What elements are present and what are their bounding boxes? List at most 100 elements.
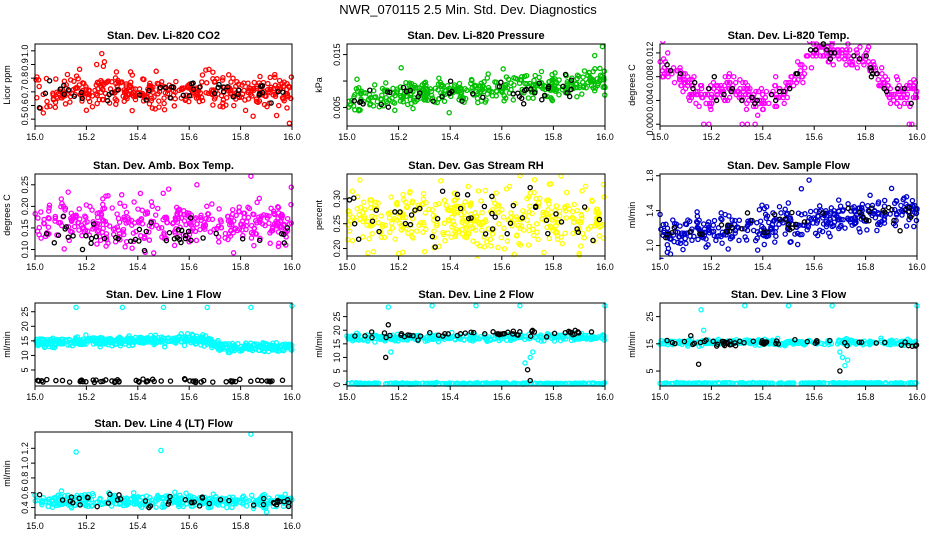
data-point <box>710 85 717 92</box>
data-point <box>265 80 271 87</box>
data-point <box>789 225 796 231</box>
data-point <box>171 339 177 345</box>
data-point <box>373 332 380 339</box>
data-point <box>894 76 901 83</box>
data-point <box>880 79 886 86</box>
data-point <box>582 332 589 339</box>
data-point <box>503 186 510 192</box>
x-tick-label: 15.6 <box>493 262 511 272</box>
data-point <box>759 202 765 208</box>
data-point <box>904 85 911 92</box>
data-point <box>429 95 436 101</box>
data-point <box>564 203 570 209</box>
data-point <box>439 188 446 194</box>
data-point <box>143 335 149 342</box>
data-point <box>718 222 725 228</box>
x-tick-label: 15.4 <box>129 392 147 402</box>
data-point <box>522 360 528 366</box>
data-point <box>121 87 128 93</box>
data-point <box>725 246 731 252</box>
data-point <box>783 211 790 217</box>
data-point <box>773 233 779 239</box>
data-point <box>46 78 53 84</box>
data-point <box>378 234 385 240</box>
data-point <box>709 229 715 235</box>
series-2 <box>351 71 575 110</box>
data-point <box>354 336 361 343</box>
data-point <box>163 84 169 91</box>
data-point <box>772 103 778 110</box>
data-point <box>749 94 755 101</box>
data-point <box>472 227 479 233</box>
data-point <box>454 87 460 93</box>
data-point <box>119 304 126 311</box>
plot-frame <box>659 43 918 127</box>
data-point <box>553 203 560 209</box>
data-point <box>160 501 166 507</box>
data-point <box>511 75 517 81</box>
data-point <box>888 185 895 192</box>
data-point <box>191 378 197 385</box>
data-point <box>488 243 494 249</box>
data-point <box>144 210 151 217</box>
data-point <box>788 380 794 386</box>
data-point <box>715 379 722 386</box>
x-tick-label: 15.0 <box>26 132 44 142</box>
data-point <box>541 338 547 344</box>
data-point <box>49 344 56 350</box>
y-tick-label: 20 <box>332 325 342 335</box>
data-point <box>185 84 192 90</box>
data-point <box>425 380 431 387</box>
data-point <box>510 331 516 337</box>
data-point <box>703 244 709 250</box>
data-point <box>436 200 442 207</box>
data-point <box>158 225 165 231</box>
data-point <box>500 331 506 337</box>
data-point <box>121 98 127 105</box>
data-point <box>410 105 416 112</box>
panel-4: Stan. Dev. Amb. Box Temp.degrees C15.0 15… <box>2 160 301 272</box>
data-point <box>830 62 837 68</box>
data-point <box>844 357 851 363</box>
data-point <box>820 53 827 59</box>
data-point <box>429 233 436 240</box>
data-point <box>791 76 798 83</box>
data-point <box>257 73 263 80</box>
data-point <box>216 206 222 212</box>
data-point <box>99 79 105 85</box>
data-point <box>750 338 757 344</box>
data-point <box>397 98 404 104</box>
data-point <box>69 343 76 349</box>
data-point <box>465 215 472 222</box>
data-point <box>861 62 867 68</box>
data-point <box>575 329 581 335</box>
data-point <box>722 73 728 80</box>
data-point <box>556 213 563 219</box>
data-point <box>501 225 507 232</box>
data-point <box>144 378 150 384</box>
data-point <box>275 204 282 211</box>
data-point <box>792 336 798 343</box>
data-point <box>79 225 86 231</box>
data-point <box>408 229 415 235</box>
plot-frame <box>34 302 293 387</box>
data-point <box>686 218 693 225</box>
data-point <box>905 100 911 107</box>
data-point <box>391 100 398 106</box>
data-point <box>406 190 413 196</box>
data-point <box>545 230 551 237</box>
data-point <box>64 71 71 78</box>
data-point <box>62 500 69 507</box>
data-point <box>389 225 396 231</box>
data-point <box>220 97 227 103</box>
data-point <box>902 339 908 345</box>
data-point <box>447 78 454 84</box>
data-point <box>831 219 838 225</box>
x-tick-label: 15.8 <box>232 392 250 402</box>
data-point <box>543 334 550 340</box>
data-point <box>872 214 879 221</box>
data-point <box>522 336 528 343</box>
data-point <box>113 69 120 75</box>
x-tick-label: 15.8 <box>545 392 563 402</box>
y-tick-label: 25 <box>20 307 30 317</box>
